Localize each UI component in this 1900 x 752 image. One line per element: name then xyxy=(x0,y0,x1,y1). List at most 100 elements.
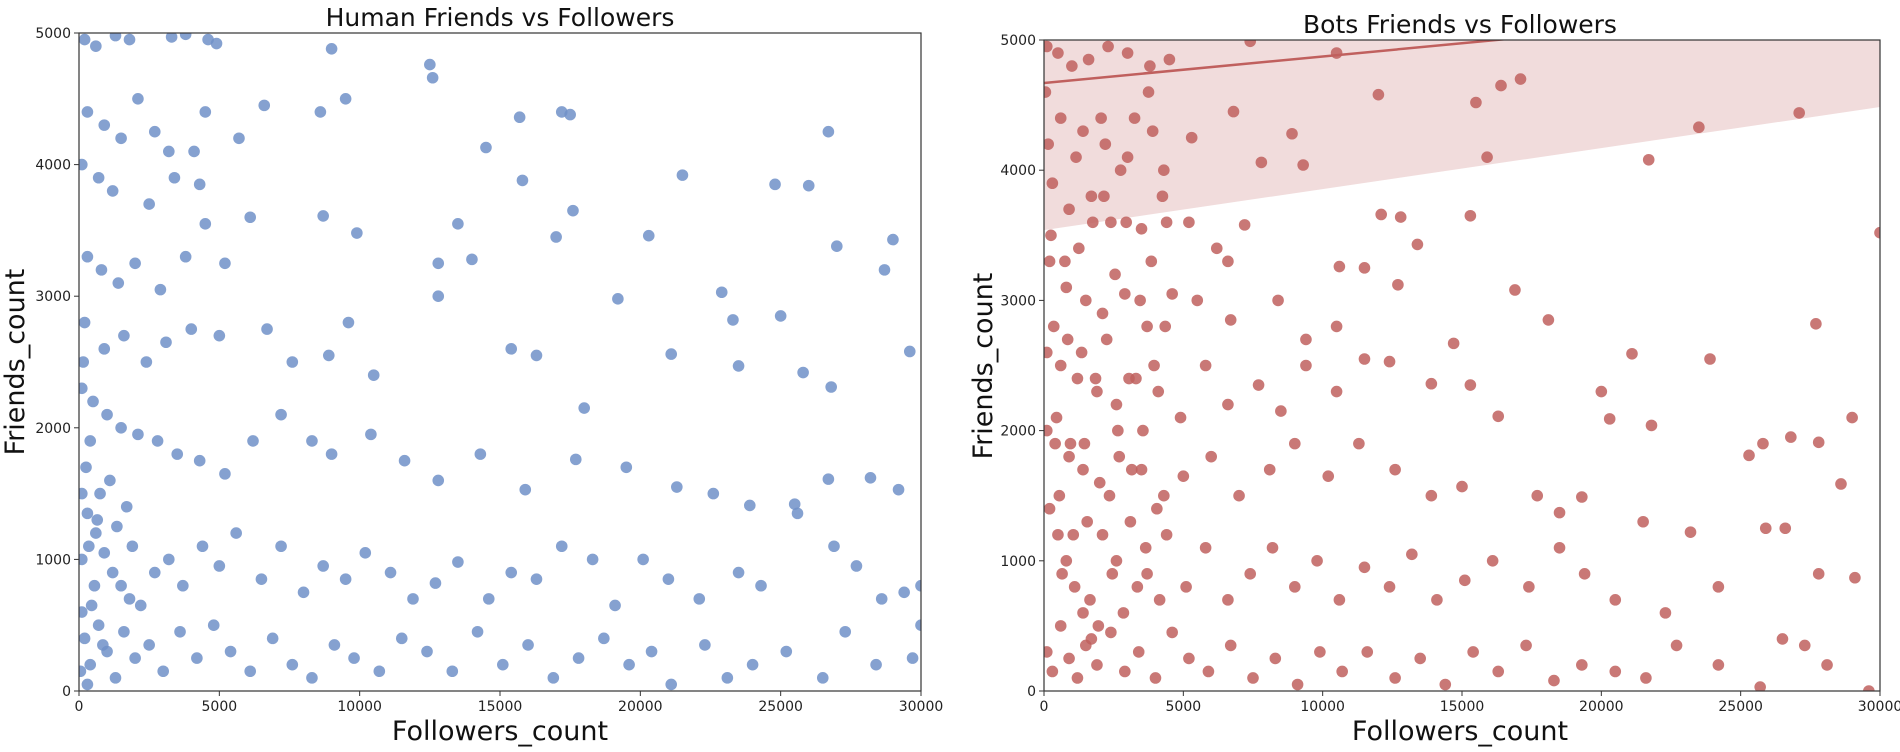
data-point xyxy=(513,111,526,124)
data-point xyxy=(1144,60,1156,72)
data-point xyxy=(317,560,329,572)
data-point xyxy=(471,625,484,638)
data-point xyxy=(79,158,88,171)
data-point xyxy=(1081,515,1093,528)
data-point xyxy=(97,639,109,651)
data-point xyxy=(373,665,386,678)
data-point xyxy=(1047,320,1060,333)
y-tick-label: 2000 xyxy=(35,421,71,437)
regression-line xyxy=(1044,40,1510,85)
bots-chart-title: Bots Friends vs Followers xyxy=(1303,10,1617,39)
data-point xyxy=(1289,581,1301,593)
x-tick-label: 20000 xyxy=(1579,699,1624,715)
data-point xyxy=(104,474,116,487)
data-point xyxy=(1151,502,1163,515)
data-point xyxy=(1247,672,1259,684)
data-point xyxy=(693,593,706,605)
data-point xyxy=(123,33,136,46)
data-point xyxy=(1054,359,1067,372)
data-point xyxy=(1754,681,1766,691)
data-point xyxy=(286,658,299,671)
data-point xyxy=(129,652,141,664)
data-point xyxy=(1286,127,1298,140)
data-point xyxy=(482,593,495,605)
data-point xyxy=(1141,568,1153,580)
data-point xyxy=(1103,489,1116,502)
data-point xyxy=(160,336,172,349)
data-point xyxy=(1050,411,1063,424)
data-point xyxy=(1330,385,1343,398)
data-point xyxy=(780,645,793,658)
data-point xyxy=(707,487,720,500)
data-point xyxy=(112,277,125,289)
data-point xyxy=(1160,216,1173,229)
data-point xyxy=(645,645,658,658)
data-point xyxy=(219,257,231,270)
data-point xyxy=(1300,359,1312,372)
data-point xyxy=(915,579,921,592)
human-x-axis-label: Followers_count xyxy=(392,716,608,747)
data-point xyxy=(609,599,621,612)
data-point xyxy=(1874,226,1880,239)
x-tick-label: 30000 xyxy=(1858,699,1900,715)
data-point xyxy=(727,314,739,326)
data-point xyxy=(230,527,242,539)
data-point xyxy=(1052,528,1064,541)
data-point xyxy=(261,323,273,335)
data-point xyxy=(831,240,843,252)
data-point xyxy=(79,606,88,618)
data-point xyxy=(306,672,318,684)
y-tick-label: 4000 xyxy=(35,158,71,174)
human-axes-frame xyxy=(78,32,922,692)
data-point xyxy=(348,652,360,664)
data-point xyxy=(839,625,852,638)
data-point xyxy=(367,369,380,381)
data-point xyxy=(828,540,840,553)
data-point xyxy=(1383,355,1396,368)
data-point xyxy=(199,218,212,230)
data-point xyxy=(157,665,169,678)
bots-y-axis-label: Friends_count xyxy=(968,273,999,460)
data-point xyxy=(1759,522,1772,535)
data-point xyxy=(317,210,329,222)
data-point xyxy=(1458,574,1471,587)
data-point xyxy=(822,473,835,485)
data-point xyxy=(480,141,492,154)
data-point xyxy=(505,343,518,355)
data-point xyxy=(80,461,92,474)
data-point xyxy=(1670,639,1683,652)
data-point xyxy=(1693,121,1705,134)
data-point xyxy=(1112,424,1124,437)
data-point xyxy=(1846,411,1858,424)
data-point xyxy=(163,145,175,158)
y-tick-label: 1000 xyxy=(35,552,71,568)
data-point xyxy=(1102,40,1114,53)
data-point xyxy=(81,250,94,263)
data-point xyxy=(1659,607,1672,619)
data-point xyxy=(1166,288,1178,300)
data-point xyxy=(79,33,91,46)
data-point xyxy=(825,381,837,393)
data-point xyxy=(1141,320,1153,333)
bots-scatter-plot: Bots Friends vs Followers Followers_coun… xyxy=(968,10,1900,747)
data-point xyxy=(1464,379,1477,391)
data-point xyxy=(474,448,487,460)
data-point xyxy=(598,632,610,645)
data-point xyxy=(1137,424,1149,437)
bots-x-axis-label: Followers_count xyxy=(1352,716,1568,747)
data-point xyxy=(1244,40,1257,48)
data-point xyxy=(1044,346,1053,359)
data-point xyxy=(1056,568,1068,580)
data-point xyxy=(1821,659,1833,671)
data-point xyxy=(115,579,127,592)
data-point xyxy=(143,198,155,210)
data-point xyxy=(1548,674,1560,687)
data-point xyxy=(1300,333,1312,346)
data-point xyxy=(258,99,271,112)
data-point xyxy=(1183,652,1195,665)
data-point xyxy=(233,132,245,145)
data-point xyxy=(98,547,111,559)
data-point xyxy=(732,360,745,372)
data-point xyxy=(1531,489,1544,502)
data-point xyxy=(1044,138,1054,150)
